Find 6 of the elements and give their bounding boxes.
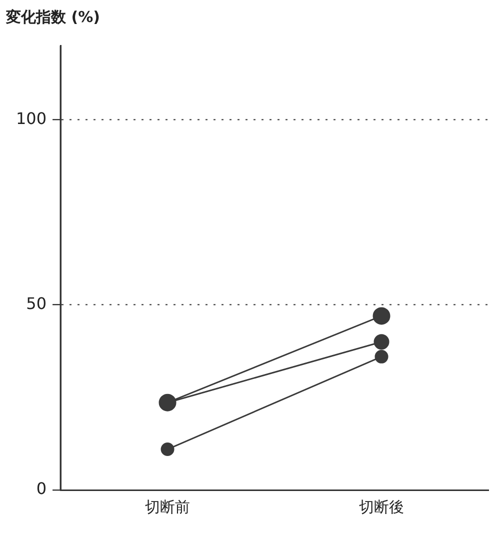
y-axis-title: 変化指数 (%) <box>6 8 100 27</box>
x-tick-label: 切断前 <box>145 498 190 516</box>
x-tick-label: 切断後 <box>359 498 404 516</box>
y-tick-label: 50 <box>26 294 47 313</box>
y-tick-label: 0 <box>36 479 47 498</box>
y-tick-label: 100 <box>16 108 47 128</box>
